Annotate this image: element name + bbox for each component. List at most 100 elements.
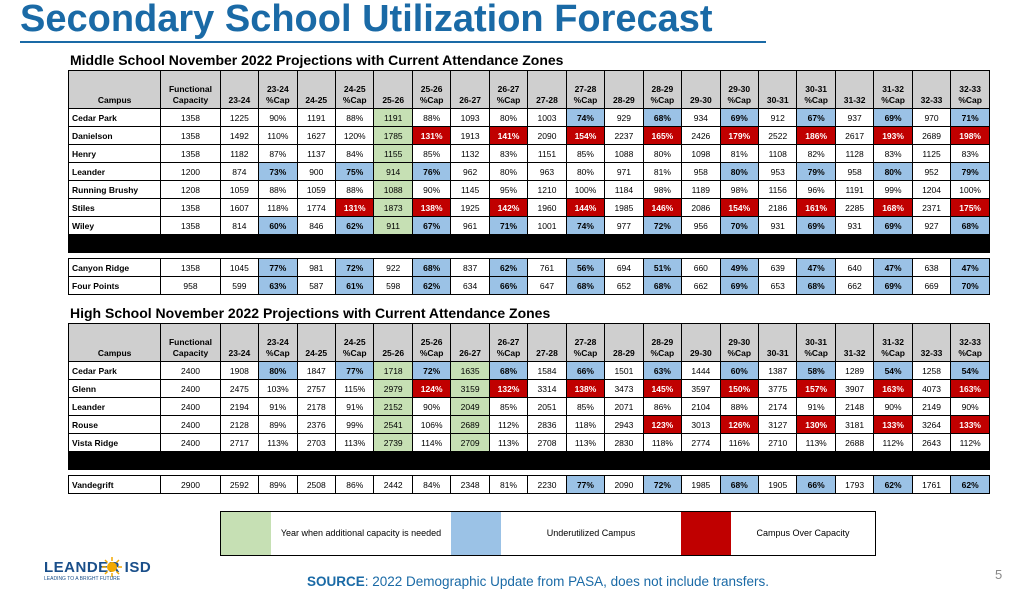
leander-isd-logo: LEANDER ISD LEADING TO A BRIGHT FUTURE — [44, 557, 184, 587]
table-cell: 72% — [411, 361, 452, 380]
table-cell: 100% — [565, 180, 606, 199]
table-cell: 88% — [335, 180, 375, 199]
column-header: 24-25 %Cap — [335, 70, 375, 109]
table-cell: 100% — [950, 180, 990, 199]
table-cell: 2194 — [219, 397, 260, 416]
table-cell: 62% — [873, 475, 913, 494]
table-cell: 96% — [796, 180, 836, 199]
table-cell: 981 — [296, 258, 337, 277]
table-cell: 138% — [411, 198, 452, 217]
table-cell: 1925 — [450, 198, 490, 217]
spacer-row — [68, 252, 990, 259]
table-cell: 1059 — [219, 180, 260, 199]
table-cell: 2051 — [527, 397, 567, 416]
table-cell: 130% — [796, 415, 836, 434]
spacer-row — [68, 469, 990, 476]
table-cell: 1200 — [160, 162, 221, 181]
table-cell: 62% — [950, 475, 990, 494]
table-cell: 2943 — [604, 415, 644, 434]
table-cell: 54% — [950, 361, 990, 380]
legend-swatch — [681, 512, 731, 555]
column-header: 32-33 — [911, 323, 952, 362]
table-cell: 1913 — [450, 126, 490, 145]
sunburst-icon — [102, 557, 122, 577]
separator-row — [68, 451, 990, 470]
column-header: 30-31 %Cap — [796, 70, 836, 109]
table-cell: 2230 — [527, 475, 567, 494]
table-cell: 84% — [335, 144, 375, 163]
table-cell: 88% — [719, 397, 760, 416]
table-cell: 186% — [796, 126, 836, 145]
legend-label: Campus Over Capacity — [756, 528, 850, 538]
table-cell: 161% — [796, 198, 836, 217]
table-cell: 2400 — [160, 361, 221, 380]
table-row: Henry 1358 1182 87% 1137 84% 1155 85% 1132 83% 115… — [67, 144, 990, 163]
table-cell: 84% — [411, 475, 452, 494]
table-cell: 47% — [873, 258, 913, 277]
table-cell: 90% — [873, 397, 913, 416]
table-cell: 60% — [258, 216, 298, 235]
table-cell: 2400 — [160, 379, 221, 398]
table-cell: 62% — [488, 258, 529, 277]
table-cell: 165% — [642, 126, 683, 145]
table-cell: 1145 — [450, 180, 490, 199]
table-cell: 3775 — [757, 379, 798, 398]
table-cell: 113% — [258, 433, 298, 452]
table-cell: 133% — [873, 415, 913, 434]
column-header: 25-26 — [373, 323, 413, 362]
table-cell: 1191 — [296, 108, 337, 127]
column-header: 28-29 %Cap — [642, 70, 683, 109]
table-cell: 49% — [719, 258, 760, 277]
table-cell: 77% — [565, 475, 606, 494]
table-cell: 922 — [373, 258, 413, 277]
table-cell: 937 — [834, 108, 875, 127]
table-cell: 118% — [258, 198, 298, 217]
table-cell: 2426 — [681, 126, 721, 145]
table-cell: 47% — [796, 258, 836, 277]
table-cell: 90% — [258, 108, 298, 127]
campus-name: Henry — [67, 144, 162, 163]
table-cell: 80% — [258, 361, 298, 380]
table-cell: 63% — [258, 276, 298, 295]
table-cell: 80% — [719, 162, 760, 181]
table-cell: 1128 — [834, 144, 875, 163]
table-cell: 1208 — [160, 180, 221, 199]
column-header: 31-32 — [834, 70, 875, 109]
separator-row — [68, 234, 990, 253]
table-cell: 81% — [642, 162, 683, 181]
table-cell: 2090 — [527, 126, 567, 145]
column-header: 24-25 %Cap — [335, 323, 375, 362]
table-cell: 83% — [873, 144, 913, 163]
table-cell: 113% — [796, 433, 836, 452]
table-row: Four Points 958 599 63% 587 61% 598 62% 634 66% 64… — [67, 276, 990, 295]
table-cell: 91% — [796, 397, 836, 416]
table-cell: 1761 — [911, 475, 952, 494]
table-cell: 2541 — [373, 415, 413, 434]
table-cell: 3264 — [911, 415, 952, 434]
table-cell: 1059 — [296, 180, 337, 199]
table-cell: 1358 — [160, 198, 221, 217]
table-cell: 74% — [565, 108, 606, 127]
table-cell: 123% — [642, 415, 683, 434]
table-cell: 2830 — [604, 433, 644, 452]
table-cell: 67% — [796, 108, 836, 127]
table-row: Stiles 1358 1607 118% 1774 131% 1873 138% 1925 14… — [67, 198, 990, 217]
table-cell: 133% — [950, 415, 990, 434]
table-row: Leander 1200 874 73% 900 75% 914 76% 962 80% 963 80… — [67, 162, 990, 181]
table-cell: 1873 — [373, 198, 413, 217]
table-cell: 2376 — [296, 415, 337, 434]
table-row: Leander 2400 2194 91% 2178 91% 2152 90% 2049 85% 2… — [67, 397, 990, 416]
campus-name: Vandegrift — [67, 475, 162, 494]
table-cell: 1785 — [373, 126, 413, 145]
table-cell: 77% — [258, 258, 298, 277]
legend-swatch — [451, 512, 501, 555]
campus-name: Glenn — [67, 379, 162, 398]
table-cell: 1501 — [604, 361, 644, 380]
table-cell: 2348 — [450, 475, 490, 494]
table-cell: 1960 — [527, 198, 567, 217]
table-cell: 1045 — [219, 258, 260, 277]
table-cell: 85% — [488, 397, 529, 416]
column-header: 30-31 — [757, 323, 798, 362]
table-cell: 131% — [411, 126, 452, 145]
column-header: 26-27 — [450, 323, 490, 362]
